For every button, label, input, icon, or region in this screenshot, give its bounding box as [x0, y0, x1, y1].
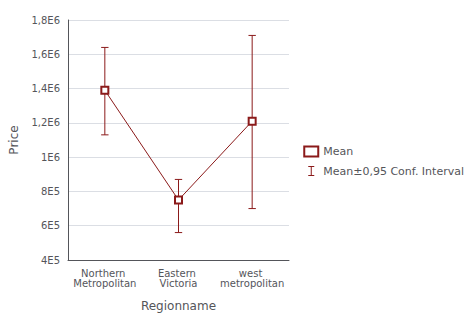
svg-text:4E5: 4E5 [41, 255, 60, 266]
svg-text:1,2E6: 1,2E6 [31, 117, 60, 128]
svg-text:Mean: Mean [323, 145, 353, 158]
svg-text:Mean±0,95 Conf. Interval: Mean±0,95 Conf. Interval [323, 165, 464, 178]
svg-text:Eastern: Eastern [157, 267, 200, 279]
svg-text:Price: Price [7, 125, 21, 154]
svg-text:6E5: 6E5 [41, 220, 60, 231]
svg-text:8E5: 8E5 [41, 186, 60, 197]
svg-text:Metropolitan: Metropolitan [73, 278, 136, 289]
svg-text:Regionname: Regionname [141, 299, 216, 313]
svg-text:1,4E6: 1,4E6 [31, 83, 60, 94]
svg-text:metropolitan: metropolitan [220, 278, 284, 289]
svg-text:Victoria: Victoria [160, 278, 198, 289]
svg-text:west: west [238, 267, 266, 279]
svg-text:1,8E6: 1,8E6 [31, 15, 60, 26]
svg-text:Northern: Northern [81, 267, 129, 279]
svg-text:1E6: 1E6 [41, 152, 60, 163]
svg-text:1,6E6: 1,6E6 [31, 49, 60, 60]
